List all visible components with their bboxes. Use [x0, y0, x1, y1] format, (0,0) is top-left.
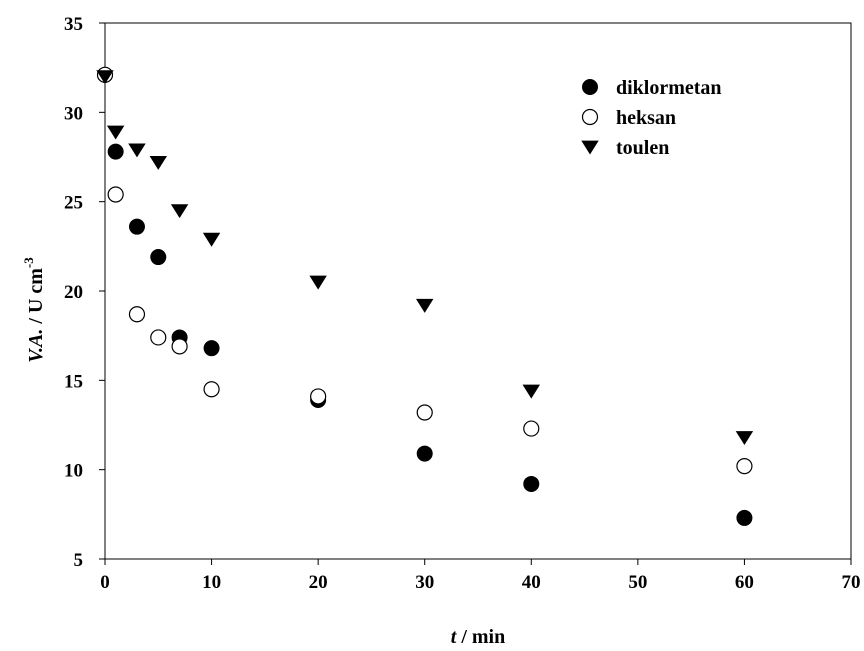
plot-frame	[104, 22, 852, 560]
data-point-toulen	[170, 204, 189, 219]
x-tick-label: 20	[309, 572, 328, 593]
y-tick-label: 30	[64, 103, 83, 124]
data-point-diklormetan	[736, 509, 753, 526]
y-tick-label: 10	[64, 461, 83, 482]
x-tick-label: 70	[842, 572, 861, 593]
y-tick-label: 25	[64, 193, 83, 214]
y-tick-label: 15	[64, 371, 83, 392]
data-point-heksan	[310, 388, 327, 405]
data-point-diklormetan	[416, 445, 433, 462]
data-point-heksan	[107, 186, 124, 203]
y-axis-title: V.A. / U cm-3	[21, 257, 47, 363]
data-point-diklormetan	[107, 143, 124, 160]
data-point-toulen	[96, 70, 114, 85]
y-tick-label: 35	[64, 14, 83, 35]
legend-label: heksan	[616, 107, 676, 129]
data-point-diklormetan	[150, 249, 167, 266]
data-point-diklormetan	[523, 475, 540, 492]
legend: diklormetan heksan toulen	[581, 77, 722, 159]
axes	[99, 22, 852, 565]
data-point-toulen	[309, 275, 327, 290]
data-point-heksan	[203, 381, 220, 398]
x-tick-label: 60	[735, 572, 754, 593]
data-point-toulen	[522, 384, 541, 399]
y-tick-label: 5	[74, 550, 84, 571]
data-point-toulen	[735, 431, 754, 446]
data-point-heksan	[128, 306, 146, 323]
x-tick-label: 10	[202, 572, 221, 593]
data-point-toulen	[202, 232, 221, 247]
data-point-diklormetan	[203, 340, 220, 357]
x-tick-label: 30	[415, 572, 434, 593]
x-tick-label: 40	[522, 572, 541, 593]
data-point-toulen	[106, 125, 125, 140]
data-point-heksan	[171, 338, 188, 355]
legend-marker	[582, 79, 598, 95]
tick-labels: 0 10 20 30 40 50 60 70 5 10 15 20 25 30 35	[64, 14, 861, 593]
data-point-toulen	[415, 298, 434, 313]
data-point-toulen	[149, 155, 168, 170]
y-tick-label: 20	[64, 282, 83, 303]
legend-marker	[581, 140, 599, 155]
legend-label: diklormetan	[616, 77, 722, 99]
data-point-heksan	[523, 420, 540, 437]
data-point-heksan	[150, 329, 167, 346]
x-tick-label: 50	[628, 572, 647, 593]
data-point-diklormetan	[128, 218, 145, 235]
legend-item-heksan: heksan	[581, 107, 676, 129]
legend-label: toulen	[616, 137, 669, 159]
data-point-heksan	[736, 457, 753, 475]
x-axis-title: t / min	[451, 626, 505, 648]
data-point-heksan	[416, 404, 433, 421]
legend-marker	[581, 108, 599, 126]
x-tick-label: 0	[100, 572, 110, 593]
data-point-toulen	[128, 143, 146, 158]
data-points	[96, 66, 754, 526]
legend-item-toulen: toulen	[581, 137, 669, 159]
series-toulen	[96, 70, 754, 446]
series-heksan	[96, 66, 753, 475]
legend-item-diklormetan: diklormetan	[582, 77, 722, 99]
